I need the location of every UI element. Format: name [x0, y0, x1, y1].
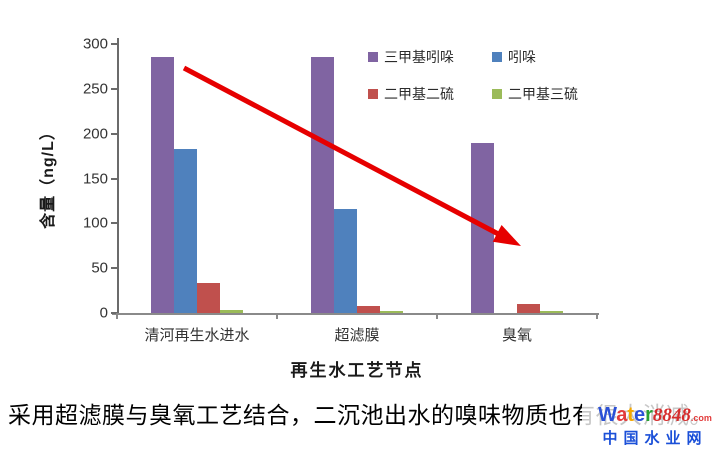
- y-tick-mark: [111, 87, 117, 90]
- x-tick-mark: [596, 313, 598, 319]
- watermark-brand-logo: Water8848.com: [582, 404, 728, 429]
- watermark-letter: t: [627, 404, 634, 426]
- legend-label: 三甲基吲哚: [384, 49, 454, 65]
- y-tick-mark: [111, 177, 117, 180]
- y-tick-label-250: 250: [82, 80, 108, 98]
- watermark-letter: a: [616, 404, 628, 426]
- bar-series1-cat0: [174, 149, 197, 313]
- x-axis-line: [112, 313, 599, 315]
- x-axis-title: 再生水工艺节点: [290, 361, 424, 380]
- y-tick-mark: [111, 312, 117, 314]
- legend-label: 吲哚: [508, 49, 536, 65]
- x-category-label-2: 臭氧: [501, 327, 532, 344]
- bar-series2-cat1: [357, 306, 380, 313]
- y-axis-line: [117, 38, 119, 314]
- legend-item-2: 二甲基二硫: [368, 84, 492, 104]
- x-tick-mark: [436, 313, 438, 319]
- odor-compounds-bar-chart: 含量（ng/L） 0 50 100 150 200 250 300 清河再生水进水 超滤膜 臭氧…: [40, 35, 599, 380]
- bar-series0-cat1: [311, 57, 334, 313]
- y-tick-label-50: 50: [91, 259, 108, 277]
- bar-series3-cat2: [540, 311, 563, 313]
- x-tick-mark: [116, 313, 118, 319]
- x-category-label-0: 清河再生水进水: [144, 327, 250, 344]
- y-tick-label-150: 150: [82, 170, 108, 187]
- bar-series2-cat0: [197, 283, 220, 313]
- watermark-letter: r: [645, 404, 653, 426]
- watermark-dotcom: .com: [690, 413, 712, 423]
- legend-item-0: 三甲基吲哚: [368, 47, 492, 67]
- bar-series1-cat1: [334, 209, 357, 313]
- legend-label: 二甲基三硫: [508, 86, 578, 102]
- bar-series0-cat0: [151, 57, 174, 313]
- x-tick-mark: [276, 313, 278, 319]
- chart-legend: 三甲基吲哚 吲哚二甲基二硫 二甲基三硫: [368, 47, 578, 104]
- bar-series2-cat2: [517, 304, 540, 313]
- watermark: Water8848.com 中国水业网: [582, 402, 728, 452]
- y-tick-mark: [111, 267, 117, 270]
- legend-swatch-icon: [492, 89, 502, 99]
- legend-swatch-icon: [368, 89, 378, 99]
- watermark-number: 8848: [652, 405, 691, 426]
- y-tick-label-200: 200: [82, 125, 108, 143]
- legend-item-1: 吲哚: [492, 47, 578, 67]
- bar-series3-cat0: [220, 310, 243, 313]
- watermark-letter: e: [634, 404, 646, 426]
- bar-series3-cat1: [380, 311, 403, 313]
- y-tick-mark: [111, 222, 117, 225]
- y-tick-mark: [111, 43, 117, 45]
- x-category-label-1: 超滤膜: [334, 327, 380, 344]
- y-tick-label-0: 0: [99, 304, 108, 322]
- legend-item-3: 二甲基三硫: [492, 84, 578, 104]
- bar-series0-cat2: [471, 143, 494, 313]
- legend-label: 二甲基二硫: [384, 86, 454, 102]
- y-tick-label-100: 100: [82, 214, 108, 232]
- legend-swatch-icon: [492, 52, 502, 62]
- legend-swatch-icon: [368, 52, 378, 62]
- watermark-site-name: 中国水业网: [602, 430, 708, 447]
- y-tick-mark: [111, 132, 117, 135]
- y-tick-label-300: 300: [82, 35, 108, 53]
- watermark-letter: W: [598, 404, 617, 426]
